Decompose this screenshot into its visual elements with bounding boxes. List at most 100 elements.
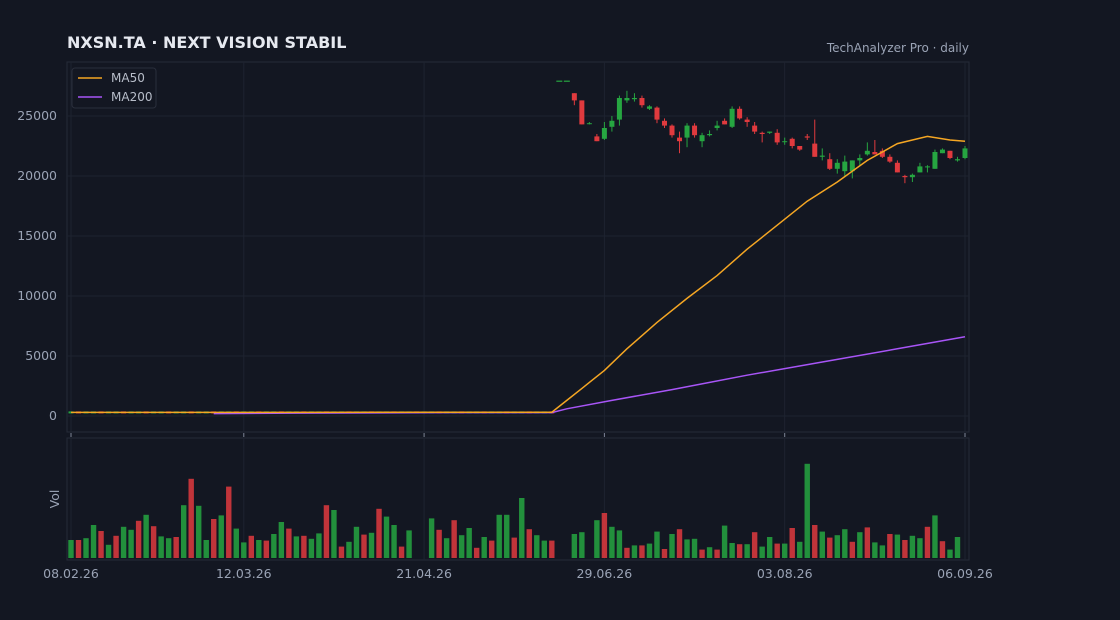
candle-body <box>684 125 690 138</box>
volume-bar <box>511 537 517 558</box>
candle-body <box>586 123 592 125</box>
grid-lines <box>67 62 969 560</box>
candle-body <box>894 162 900 173</box>
volume-bar <box>849 541 856 558</box>
volume-bar <box>797 541 803 558</box>
candle-body <box>947 150 953 158</box>
volume-bar <box>571 534 578 558</box>
volume-bar <box>751 532 758 558</box>
candle-body <box>752 125 758 132</box>
volume-bar <box>75 540 82 558</box>
volume-bar <box>842 529 848 558</box>
candle-body <box>917 166 923 173</box>
volume-bar <box>391 525 397 558</box>
y-tick-label: 10000 <box>17 288 57 303</box>
volume-bar <box>271 534 277 558</box>
candle-body <box>661 120 667 126</box>
volume-bar <box>233 528 239 558</box>
volume-bar <box>180 505 187 558</box>
volume-bar <box>939 541 946 558</box>
volume-bar <box>639 545 645 558</box>
candle-body <box>601 128 607 139</box>
y-tick-label: 5000 <box>25 348 57 363</box>
candle-body <box>909 174 915 178</box>
candle-body <box>827 159 833 169</box>
y-tick-label: 20000 <box>17 168 57 183</box>
volume-bar <box>812 525 818 558</box>
volume-bar <box>398 546 405 558</box>
x-tick-label: 29.06.26 <box>577 566 633 581</box>
candle-body <box>624 98 630 101</box>
ma50-line <box>70 135 966 414</box>
volume-bar <box>218 515 224 558</box>
volume-bar <box>631 545 638 558</box>
x-tick-label: 06.09.26 <box>937 566 993 581</box>
volume-bar <box>601 513 608 558</box>
candle-body <box>571 93 577 101</box>
candle-body <box>879 150 885 157</box>
volume-bar <box>646 543 653 558</box>
volume-bar <box>917 538 923 558</box>
x-tick-label: 03.08.26 <box>757 566 813 581</box>
volume-bar <box>541 540 547 558</box>
volume-bar <box>286 528 292 558</box>
volume-bar <box>113 535 119 558</box>
volume-bar <box>864 527 871 558</box>
axes: 0 5000 10000 15000 20000 25000 08.02.26 12.03.2… <box>17 108 993 581</box>
candle-body <box>924 166 930 168</box>
candle-body <box>737 108 743 119</box>
volume-bar <box>90 525 97 558</box>
volume-bar <box>684 539 690 558</box>
volume-bar <box>766 537 773 558</box>
candle-body <box>902 176 908 178</box>
volume-bar <box>789 528 795 558</box>
volume-bar <box>594 520 600 558</box>
candle-body <box>631 98 637 100</box>
chart-title: NXSN.TA · NEXT VISION STABIL <box>67 33 346 52</box>
volume-bar <box>443 538 450 558</box>
volume-bar <box>827 537 833 558</box>
x-tick-label: 08.02.26 <box>43 566 99 581</box>
volume-bar <box>173 537 179 558</box>
volume-bar <box>301 535 307 558</box>
volume-bar <box>376 508 382 558</box>
volume-bar <box>150 526 157 558</box>
volume-bar <box>902 540 908 558</box>
volume-bar <box>120 526 127 558</box>
volume-bar <box>834 535 840 558</box>
ma200-line <box>213 336 966 415</box>
volume-bar <box>481 537 487 558</box>
volume-bar <box>699 549 705 558</box>
volume-bar <box>496 514 502 558</box>
candle-body <box>872 152 878 155</box>
volume-bar <box>954 537 961 558</box>
candle-body <box>954 159 960 161</box>
candle-body <box>842 161 848 172</box>
volume-bar <box>624 547 630 558</box>
volume-bar <box>346 541 352 558</box>
volume-bar <box>338 546 345 558</box>
volume-bar <box>774 543 780 558</box>
volume-bar <box>744 544 750 558</box>
volume-bar <box>68 540 74 558</box>
volume-bar <box>143 514 149 558</box>
x-tick-label: 12.03.26 <box>216 566 272 581</box>
volume-bar <box>676 529 683 558</box>
volume-bar <box>909 535 916 558</box>
volume-bar <box>83 538 89 558</box>
volume-axis-label: Vol <box>47 490 62 509</box>
volume-bar <box>706 547 713 558</box>
moving-averages <box>70 135 966 415</box>
candle-body <box>616 98 622 120</box>
volume-bar <box>759 546 765 558</box>
volume-bar <box>105 544 112 558</box>
volume-bar <box>203 540 209 558</box>
volume-bar <box>293 536 300 558</box>
price-panel <box>66 61 970 433</box>
candle-body <box>962 148 968 158</box>
legend: MA50 MA200 <box>71 67 157 109</box>
volume-bar <box>428 518 435 558</box>
candle-body <box>782 141 788 143</box>
candle-body <box>849 160 855 172</box>
volume-bar <box>383 516 390 558</box>
